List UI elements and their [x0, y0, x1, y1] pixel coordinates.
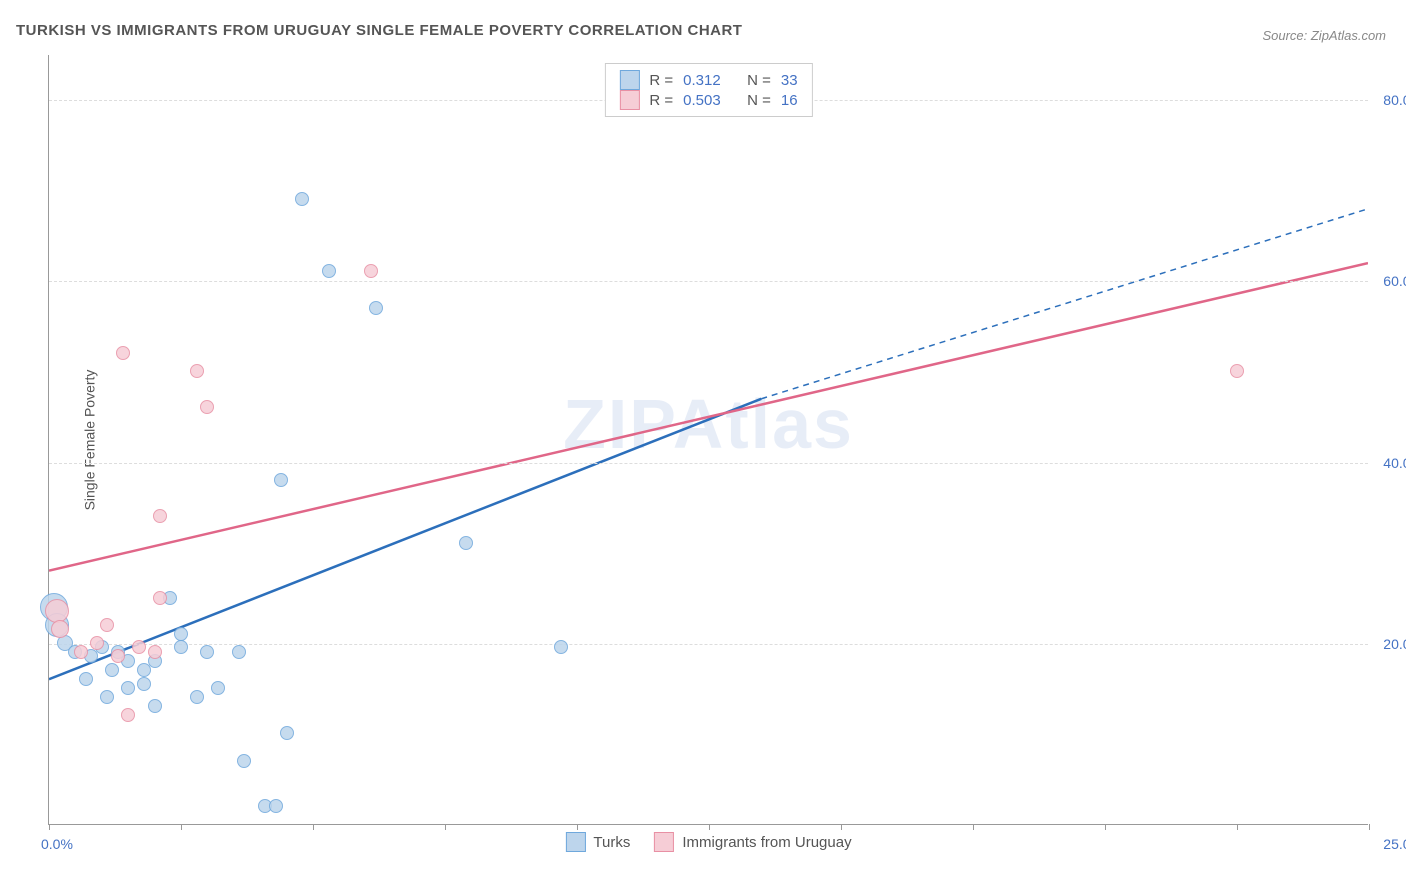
y-tick-label: 20.0%	[1383, 636, 1406, 652]
legend-n-value: 16	[781, 92, 798, 109]
data-point	[280, 726, 294, 740]
watermark: ZIPAtlas	[563, 384, 854, 464]
data-point	[369, 301, 383, 315]
legend-r-value: 0.503	[683, 92, 737, 109]
legend-item: Immigrants from Uruguay	[654, 832, 851, 852]
legend-swatch	[619, 70, 639, 90]
legend-r-value: 0.312	[683, 72, 737, 89]
data-point	[459, 536, 473, 550]
legend-row: R = 0.503 N = 16	[619, 90, 797, 110]
data-point	[200, 645, 214, 659]
gridline	[49, 463, 1368, 464]
data-point	[153, 509, 167, 523]
legend-swatch	[654, 832, 674, 852]
legend-swatch	[619, 90, 639, 110]
data-point	[100, 690, 114, 704]
legend-n-label: N =	[747, 72, 771, 89]
y-tick-label: 60.0%	[1383, 273, 1406, 289]
legend-n-label: N =	[747, 92, 771, 109]
data-point	[269, 799, 283, 813]
data-point	[174, 627, 188, 641]
data-point	[79, 672, 93, 686]
x-tick	[841, 824, 842, 830]
correlation-legend: R = 0.312 N = 33 R = 0.503 N = 16	[604, 63, 812, 117]
x-axis-min-label: 0.0%	[41, 836, 73, 852]
data-point	[121, 708, 135, 722]
y-tick-label: 80.0%	[1383, 92, 1406, 108]
data-point	[90, 636, 104, 650]
data-point	[132, 640, 146, 654]
data-point	[153, 591, 167, 605]
source-label: Source: ZipAtlas.com	[1262, 28, 1386, 43]
gridline	[49, 281, 1368, 282]
y-axis-title: Single Female Poverty	[81, 369, 97, 510]
data-point	[190, 364, 204, 378]
legend-r-label: R =	[649, 92, 673, 109]
x-tick	[709, 824, 710, 830]
data-point	[137, 677, 151, 691]
data-point	[274, 473, 288, 487]
regression-line-dashed	[761, 209, 1368, 399]
data-point	[322, 264, 336, 278]
gridline	[49, 644, 1368, 645]
data-point	[190, 690, 204, 704]
data-point	[237, 754, 251, 768]
regression-line	[49, 263, 1368, 571]
data-point	[74, 645, 88, 659]
legend-row: R = 0.312 N = 33	[619, 70, 797, 90]
legend-label: Immigrants from Uruguay	[682, 834, 851, 851]
data-point	[1230, 364, 1244, 378]
data-point	[364, 264, 378, 278]
regression-line	[49, 399, 761, 679]
legend-n-value: 33	[781, 72, 798, 89]
data-point	[211, 681, 225, 695]
x-tick	[1105, 824, 1106, 830]
data-point	[200, 400, 214, 414]
data-point	[174, 640, 188, 654]
data-point	[116, 346, 130, 360]
data-point	[105, 663, 119, 677]
series-legend: Turks Immigrants from Uruguay	[565, 832, 851, 852]
y-tick-label: 40.0%	[1383, 455, 1406, 471]
data-point	[295, 192, 309, 206]
legend-item: Turks	[565, 832, 630, 852]
legend-swatch	[565, 832, 585, 852]
chart-title: TURKISH VS IMMIGRANTS FROM URUGUAY SINGL…	[16, 22, 742, 39]
x-tick	[973, 824, 974, 830]
x-tick	[313, 824, 314, 830]
data-point	[148, 645, 162, 659]
x-axis-max-label: 25.0%	[1383, 836, 1406, 852]
x-tick	[445, 824, 446, 830]
data-point	[554, 640, 568, 654]
data-point	[121, 681, 135, 695]
data-point	[148, 699, 162, 713]
legend-r-label: R =	[649, 72, 673, 89]
x-tick	[1237, 824, 1238, 830]
data-point	[100, 618, 114, 632]
data-point	[232, 645, 246, 659]
regression-lines-layer	[49, 55, 1368, 824]
x-tick	[577, 824, 578, 830]
data-point	[111, 649, 125, 663]
data-point	[51, 620, 69, 638]
legend-label: Turks	[593, 834, 630, 851]
x-tick	[49, 824, 50, 830]
x-tick	[181, 824, 182, 830]
chart-plot-area: ZIPAtlas Single Female Poverty R = 0.312 N…	[48, 55, 1368, 825]
x-tick	[1369, 824, 1370, 830]
